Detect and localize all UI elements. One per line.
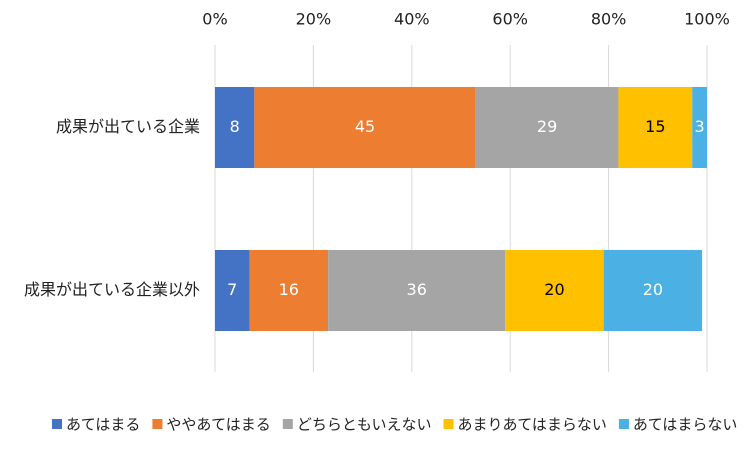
data-label: 15 [645,117,665,136]
legend-label: あまりあてはまらない [458,416,607,434]
data-label: 16 [279,280,299,299]
data-label: 45 [355,117,375,136]
legend-swatch [52,419,62,429]
legend-label: あてはまる [66,416,140,434]
bar-segment [254,87,476,168]
x-tick-label: 0% [202,10,227,29]
data-label: 29 [537,117,557,136]
legend-swatch [618,419,629,429]
bar-segment [692,87,707,168]
legend-label: ややあてはまる [166,416,270,434]
bar-segment [603,250,703,331]
legend-swatch [152,419,163,429]
legend-label: あてはまらない [633,416,737,434]
category-label: 成果が出ている企業 [56,117,200,136]
x-tick-label: 40% [394,10,430,29]
bar-segment [505,250,604,331]
x-tick-label: 80% [591,10,627,29]
x-tick-label: 60% [492,10,528,29]
data-label: 36 [407,280,427,299]
x-tick-label: 100% [684,10,730,29]
data-label: 3 [695,117,705,136]
bar-segment [328,250,506,331]
bar-segment [215,250,250,331]
bar-segment [215,87,255,168]
legend-label: どちらともいえない [297,416,432,434]
data-label: 20 [643,280,663,299]
data-label: 8 [230,117,240,136]
data-label: 7 [227,280,237,299]
data-label: 20 [544,280,564,299]
bar-segment [475,87,619,168]
legend-swatch [282,419,293,429]
category-label: 成果が出ている企業以外 [24,280,200,299]
legend-swatch [443,419,454,429]
bar-segment [249,250,329,331]
bar-segment [618,87,693,168]
x-tick-label: 20% [296,10,332,29]
